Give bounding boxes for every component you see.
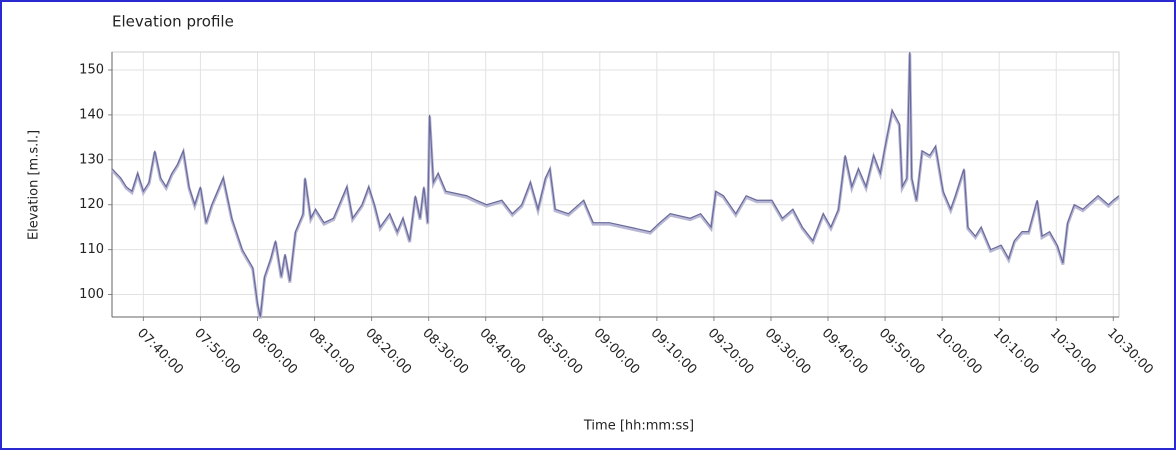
x-tick-label: 09:40:00 — [819, 326, 871, 378]
x-tick-label: 09:00:00 — [591, 326, 643, 378]
y-tick-label: 130 — [79, 152, 104, 167]
x-tick-label: 10:30:00 — [1104, 326, 1156, 378]
y-tick-label: 140 — [79, 107, 104, 122]
y-tick-label: 110 — [79, 242, 104, 257]
line-shadow — [110, 53, 1120, 319]
x-tick-label: 09:50:00 — [876, 326, 928, 378]
y-tick-label: 100 — [79, 287, 104, 302]
x-tick-label: 08:50:00 — [533, 326, 585, 378]
x-tick-label: 10:20:00 — [1047, 326, 1099, 378]
x-tick-label: 10:10:00 — [990, 326, 1042, 378]
x-tick-label: 09:20:00 — [705, 326, 757, 378]
x-tick-label: 09:30:00 — [762, 326, 814, 378]
y-axis-label: Elevation [m.s.l.] — [27, 130, 42, 240]
chart-title: Elevation profile — [112, 13, 234, 31]
y-tick-label: 150 — [79, 62, 104, 77]
x-tick-label: 08:30:00 — [419, 326, 471, 378]
x-tick-label: 10:00:00 — [933, 326, 985, 378]
x-axis-label: Time [hh:mm:ss] — [583, 419, 694, 434]
y-tick-label: 120 — [79, 197, 104, 212]
x-tick-label: 08:20:00 — [362, 326, 414, 378]
x-tick-label: 08:40:00 — [476, 326, 528, 378]
x-tick-label: 07:40:00 — [134, 326, 186, 378]
plot-frame — [111, 51, 1120, 318]
x-tick-label: 08:00:00 — [248, 326, 300, 378]
x-tick-label: 09:10:00 — [648, 326, 700, 378]
elevation-line — [111, 51, 1120, 318]
x-tick-label: 07:50:00 — [191, 326, 243, 378]
x-tick-label: 08:10:00 — [305, 326, 357, 378]
